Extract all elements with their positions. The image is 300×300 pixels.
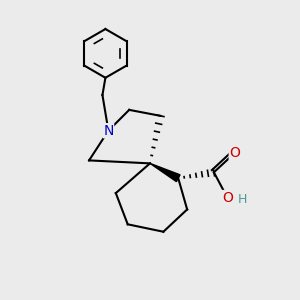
Text: O: O <box>222 190 233 205</box>
Text: H: H <box>238 194 247 206</box>
Polygon shape <box>150 164 180 182</box>
Text: O: O <box>229 146 240 160</box>
Text: N: N <box>103 124 114 138</box>
